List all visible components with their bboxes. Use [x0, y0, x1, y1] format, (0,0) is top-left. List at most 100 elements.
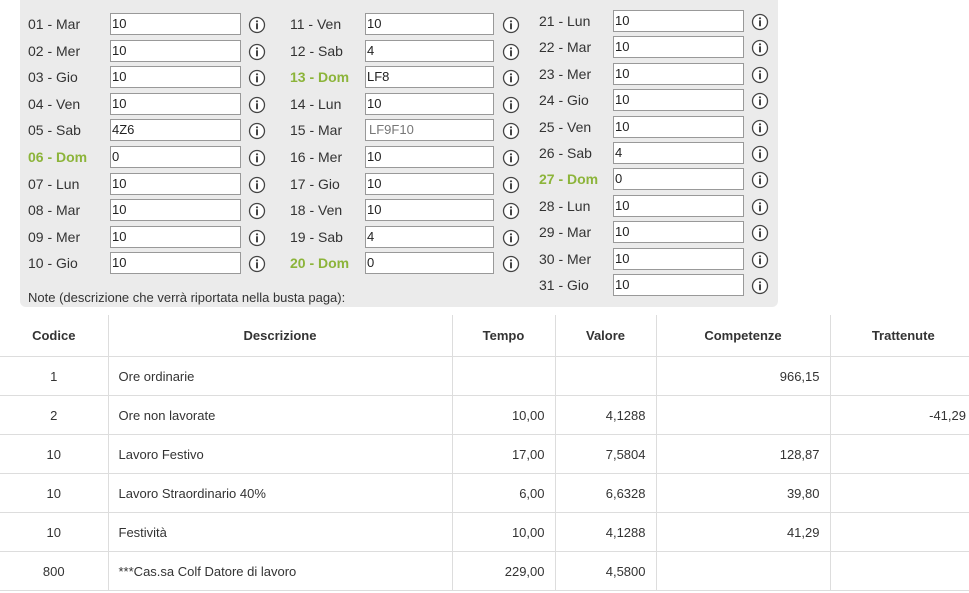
table-cell: 39,80 [655, 473, 831, 513]
info-icon[interactable] [751, 92, 769, 110]
info-icon[interactable] [248, 229, 266, 247]
column-header: Codice [0, 315, 109, 357]
day-label: 25 - Ven [539, 118, 592, 135]
info-icon[interactable] [502, 255, 520, 273]
day-input[interactable]: 0 [613, 168, 744, 191]
info-icon[interactable] [751, 224, 769, 242]
day-input[interactable]: 10 [365, 92, 494, 115]
day-label: 15 - Mar [290, 122, 343, 139]
day-input[interactable]: 10 [110, 225, 241, 248]
info-icon[interactable] [248, 69, 266, 87]
day-input[interactable]: 10 [613, 194, 744, 217]
day-label: 02 - Mer [28, 42, 81, 59]
info-icon[interactable] [502, 96, 520, 114]
info-icon[interactable] [502, 202, 520, 220]
info-icon[interactable] [751, 277, 769, 295]
table-row: 10 Festività 10,00 4,1288 41,29 [0, 512, 969, 552]
info-icon[interactable] [751, 145, 769, 163]
day-input[interactable]: 10 [613, 115, 744, 138]
table-row: 10 Lavoro Festivo 17,00 7,5804 128,87 [0, 434, 969, 474]
table-cell [829, 356, 969, 396]
day-input[interactable]: 10 [110, 66, 241, 89]
info-icon[interactable] [502, 229, 520, 247]
day-input[interactable]: LF8 [365, 66, 494, 89]
table-cell [829, 512, 969, 552]
day-label: 07 - Lun [28, 175, 80, 192]
info-icon[interactable] [248, 176, 266, 194]
table-row: 2 Ore non lavorate 10,00 4,1288 -41,29 [0, 395, 969, 435]
info-icon[interactable] [502, 43, 520, 61]
table-cell [829, 473, 969, 513]
day-input[interactable]: 10 [365, 199, 494, 222]
info-icon[interactable] [502, 16, 520, 34]
table-cell: 966,15 [655, 356, 831, 396]
day-label: 13 - Dom [290, 69, 350, 86]
day-input[interactable]: LF9F10 [365, 119, 494, 142]
day-input[interactable]: 10 [613, 62, 744, 85]
day-label: 11 - Ven [290, 16, 342, 32]
day-input[interactable]: 4 [613, 142, 744, 164]
column-header: Valore [554, 315, 657, 357]
day-input[interactable]: 10 [613, 247, 744, 270]
day-label: 20 - Dom [290, 255, 350, 272]
note-label: Note (descrizione che verrà riportata ne… [28, 290, 346, 305]
info-icon[interactable] [751, 39, 769, 57]
day-input[interactable]: 10 [365, 146, 494, 168]
info-icon[interactable] [248, 16, 266, 34]
day-label: 16 - Mer [290, 149, 343, 165]
table-cell: 10,00 [451, 395, 556, 435]
info-icon[interactable] [751, 251, 769, 269]
info-icon[interactable] [751, 66, 769, 84]
info-icon[interactable] [751, 13, 769, 31]
info-icon[interactable] [502, 122, 520, 140]
day-input[interactable]: 10 [613, 89, 744, 112]
day-input[interactable]: 10 [613, 274, 744, 296]
day-label: 19 - Sab [290, 228, 343, 245]
day-input[interactable]: 0 [365, 252, 494, 275]
day-input[interactable]: 10 [110, 252, 241, 275]
day-input[interactable]: 10 [110, 172, 241, 195]
day-input[interactable]: 10 [613, 10, 744, 32]
day-label: 30 - Mer [539, 250, 592, 267]
day-input[interactable]: 10 [110, 92, 241, 115]
info-icon[interactable] [751, 171, 769, 189]
info-icon[interactable] [502, 149, 520, 167]
day-label: 10 - Gio [28, 255, 78, 272]
table-cell: 17,00 [451, 434, 556, 474]
day-label: 18 - Ven [290, 202, 343, 219]
info-icon[interactable] [502, 69, 520, 87]
day-input[interactable]: 10 [613, 36, 744, 59]
day-input[interactable]: 4 [365, 225, 494, 248]
day-input[interactable]: 0 [110, 146, 241, 168]
info-icon[interactable] [751, 119, 769, 137]
table-cell [829, 434, 969, 474]
day-input[interactable]: 10 [110, 199, 241, 222]
info-icon[interactable] [248, 255, 266, 273]
table-cell: 2 [0, 395, 109, 435]
table-cell [554, 356, 657, 396]
day-label: 28 - Lun [539, 197, 591, 214]
info-icon[interactable] [248, 202, 266, 220]
info-icon[interactable] [248, 43, 266, 61]
day-input[interactable]: 10 [110, 13, 241, 35]
info-icon[interactable] [751, 198, 769, 216]
info-icon[interactable] [248, 122, 266, 140]
info-icon[interactable] [248, 96, 266, 114]
table-cell: 6,6328 [554, 473, 657, 513]
column-header: Tempo [451, 315, 556, 357]
column-header: Descrizione [107, 315, 453, 357]
day-input[interactable]: 4Z6 [110, 119, 241, 142]
day-label: 29 - Mar [539, 224, 592, 241]
day-label: 09 - Mer [28, 228, 81, 245]
info-icon[interactable] [248, 149, 266, 167]
day-input[interactable]: 4 [365, 39, 494, 62]
day-label: 12 - Sab [290, 42, 343, 59]
day-label: 23 - Mer [539, 65, 592, 82]
table-cell: 10,00 [451, 512, 556, 552]
day-input[interactable]: 10 [365, 172, 494, 195]
table-row: 1 Ore ordinarie 966,15 [0, 356, 969, 396]
day-input[interactable]: 10 [365, 13, 494, 35]
info-icon[interactable] [502, 176, 520, 194]
day-input[interactable]: 10 [110, 39, 241, 62]
day-input[interactable]: 10 [613, 221, 744, 244]
